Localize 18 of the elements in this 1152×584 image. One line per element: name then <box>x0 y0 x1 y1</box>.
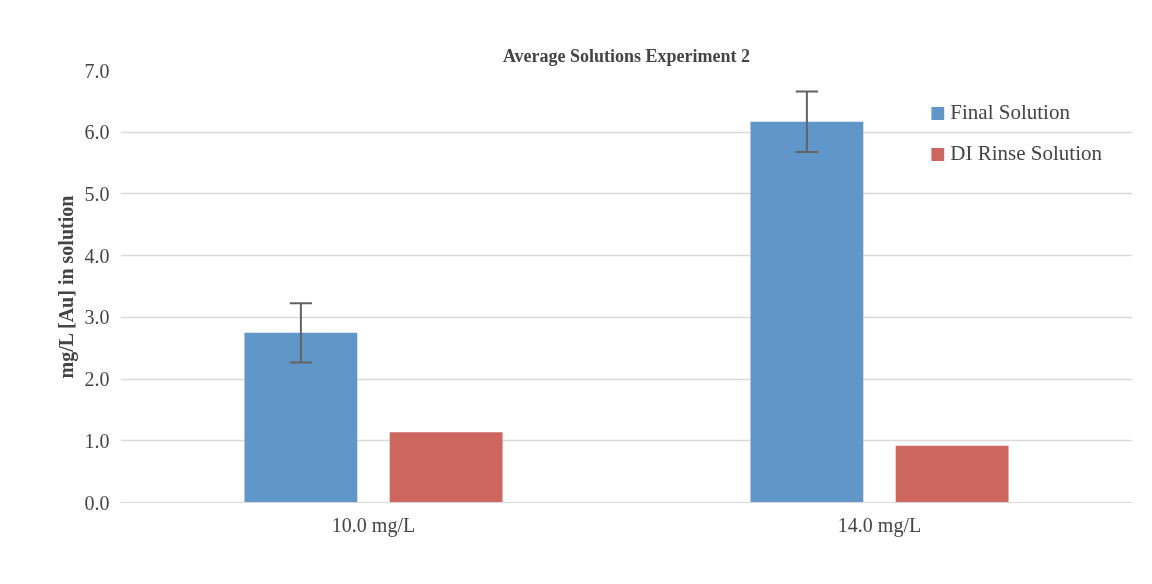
y-tick-label: 6.0 <box>84 121 110 144</box>
x-tick-label: 14.0 mg/L <box>837 513 922 537</box>
chart-title: Average Solutions Experiment 2 <box>502 45 751 66</box>
y-tick-label: 5.0 <box>84 182 110 205</box>
x-tick-label: 10.0 mg/L <box>331 513 416 537</box>
y-tick-label: 1.0 <box>84 429 110 452</box>
y-tick-label: 3.0 <box>84 306 110 329</box>
y-axis-title: mg/L [Au] in solution <box>54 195 78 379</box>
legend-label: DI Rinse Solution <box>950 141 1102 166</box>
y-tick-label: 2.0 <box>84 368 110 391</box>
bar <box>895 445 1009 503</box>
y-tick-label: 7.0 <box>84 59 110 82</box>
y-tick-label: 4.0 <box>84 244 110 267</box>
bar <box>244 332 358 503</box>
y-tick-label: 0.0 <box>84 491 110 514</box>
bar <box>389 432 503 503</box>
legend-label: Final Solution <box>950 100 1070 125</box>
bar <box>750 121 864 503</box>
